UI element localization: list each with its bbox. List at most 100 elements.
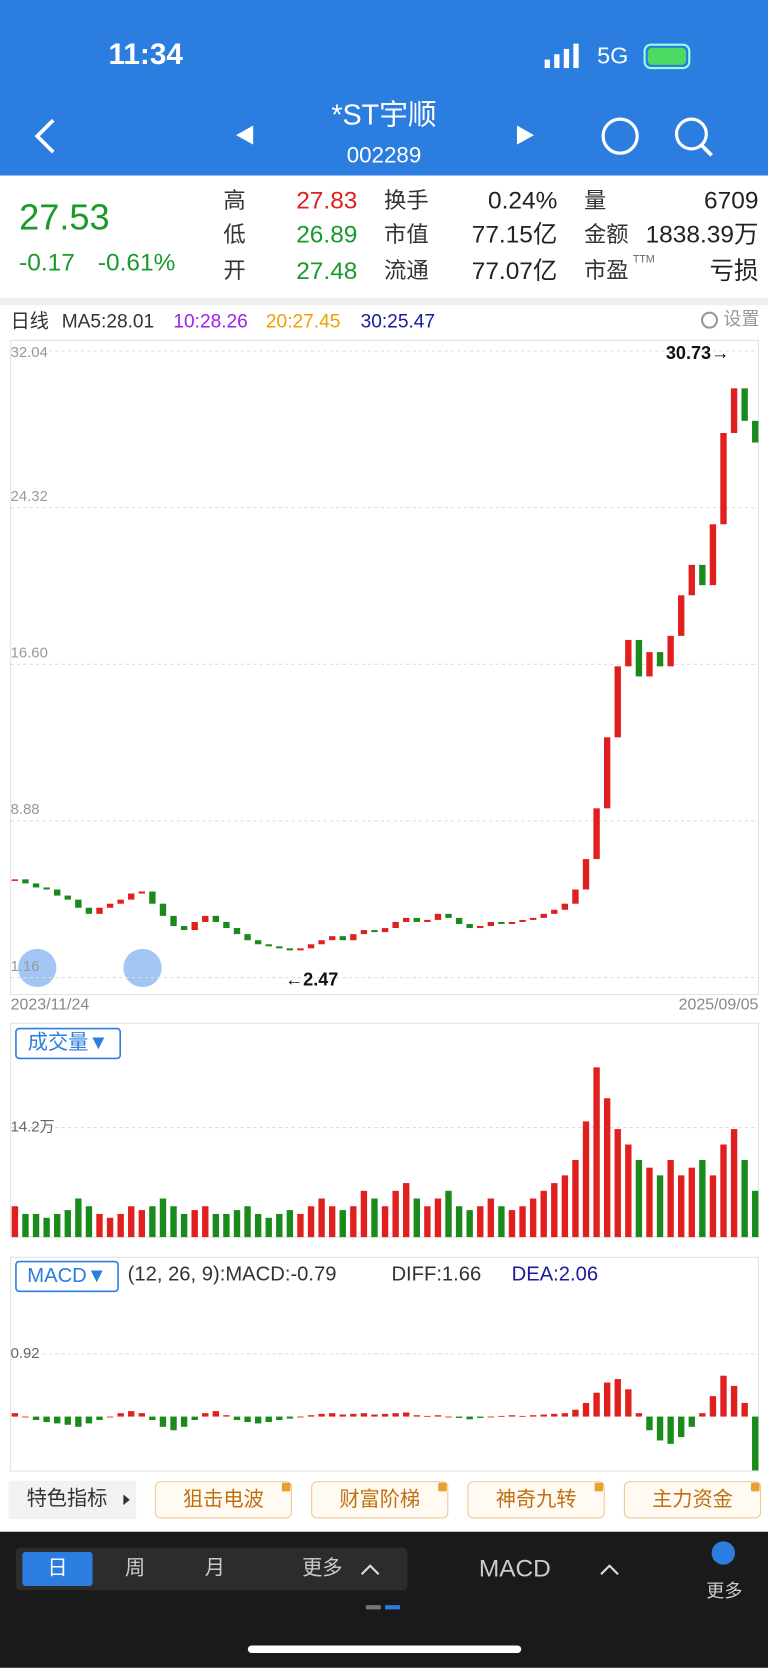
macd-bar (688, 1416, 695, 1427)
volume-bar (149, 1206, 156, 1238)
macd-bar (350, 1413, 357, 1417)
search-button[interactable] (674, 117, 708, 151)
candle (339, 936, 346, 941)
stat-value: 26.89 (296, 222, 357, 249)
lock-icon (750, 1482, 760, 1492)
indicator-tab[interactable] (311, 1481, 449, 1519)
indicator-tab[interactable] (467, 1481, 605, 1519)
candle (498, 921, 505, 924)
settings: 设置 (723, 309, 759, 329)
indicator-tab-label: 狙击电波 (183, 1488, 264, 1511)
volume-bar (392, 1190, 399, 1238)
high-label: 30.73→ (666, 343, 729, 363)
macd-bar (625, 1389, 632, 1417)
chat-button[interactable] (601, 117, 639, 155)
volume-bar (424, 1206, 431, 1238)
volume-bar (741, 1159, 748, 1238)
macd-button[interactable] (15, 1260, 119, 1293)
macd-bar (699, 1413, 706, 1417)
macd-bar (477, 1416, 484, 1418)
back-button[interactable] (34, 118, 55, 154)
more-label[interactable]: 更多 (706, 1581, 742, 1601)
macd-bar (43, 1416, 50, 1423)
lock-icon (281, 1482, 291, 1492)
macd-bar (138, 1413, 145, 1417)
prev-stock[interactable] (236, 125, 254, 145)
candle (202, 915, 209, 922)
candle (212, 915, 220, 922)
macd-bar (297, 1416, 304, 1418)
feature-tab-bg[interactable] (8, 1480, 137, 1519)
period-tab[interactable]: 更多 (302, 1556, 342, 1579)
lock-icon (594, 1482, 604, 1492)
volume-button[interactable] (15, 1027, 121, 1060)
candle (138, 891, 145, 894)
volume-bar (350, 1206, 357, 1238)
volume-bar (106, 1217, 114, 1238)
volume-bar (709, 1175, 717, 1238)
volume-bar (561, 1175, 569, 1238)
indicator-tab[interactable] (623, 1481, 762, 1519)
volume-bar (667, 1159, 674, 1238)
candle (64, 895, 71, 900)
more-icon[interactable] (711, 1541, 736, 1565)
volume-bar (466, 1210, 473, 1238)
feature-tab: 特色指标 (27, 1487, 108, 1510)
period-tab[interactable]: 日 (47, 1557, 67, 1579)
volume-bar (128, 1206, 135, 1238)
volume-bar (508, 1210, 516, 1238)
volume-bar (529, 1198, 537, 1238)
candle (614, 666, 621, 738)
end-date: 2025/09/05 (679, 996, 759, 1013)
candle (445, 913, 452, 918)
volume-bar (593, 1067, 600, 1238)
stat-label: 换手 (384, 188, 429, 213)
ma-label: MA5:28.01 (62, 311, 155, 332)
period-active (22, 1551, 93, 1586)
period-tab[interactable]: 月 (205, 1557, 225, 1579)
macd-bar (233, 1416, 241, 1420)
volume-bar (688, 1167, 695, 1238)
macd-bar (519, 1415, 526, 1417)
volume-bar (614, 1129, 621, 1238)
macd-bar (191, 1416, 198, 1420)
macd-bar (720, 1375, 727, 1417)
indicator-select[interactable]: MACD (479, 1556, 551, 1583)
volume-bar (64, 1210, 71, 1238)
expand-button[interactable] (123, 948, 162, 988)
macd-bar (635, 1413, 643, 1417)
volume-bar (117, 1213, 124, 1238)
candle (678, 595, 685, 636)
candle (265, 944, 272, 947)
macd-bar (11, 1413, 19, 1417)
price-frame (10, 339, 759, 996)
candle (508, 921, 516, 924)
macd-bar (223, 1415, 230, 1417)
macd-bar (709, 1396, 717, 1417)
macd-bar (434, 1415, 442, 1417)
stock-code: 002289 (347, 142, 422, 167)
price: 27.53 (19, 197, 109, 238)
candle (529, 917, 537, 920)
stat-value: 77.07亿 (472, 257, 558, 285)
macd-bar (455, 1416, 463, 1418)
macd-bar (403, 1412, 410, 1417)
scroll-button[interactable] (18, 948, 57, 988)
settings-icon[interactable] (700, 311, 719, 329)
volume-bar (403, 1183, 410, 1238)
next-stock[interactable] (516, 125, 534, 145)
volume-bar (138, 1210, 145, 1238)
period-tab[interactable]: 周 (125, 1557, 145, 1579)
candle (96, 907, 103, 914)
candle (477, 926, 484, 929)
stat-label: 金额 (584, 222, 629, 247)
candle (244, 934, 251, 941)
volume-bar (445, 1190, 452, 1238)
stat-label: 市盈 (584, 258, 629, 283)
indicator-tab[interactable] (154, 1481, 292, 1519)
volume-title: 成交量▼ (28, 1031, 109, 1054)
volume-bar (540, 1190, 547, 1238)
macd-title: MACD▼ (27, 1265, 106, 1287)
volume-bar (582, 1121, 590, 1238)
